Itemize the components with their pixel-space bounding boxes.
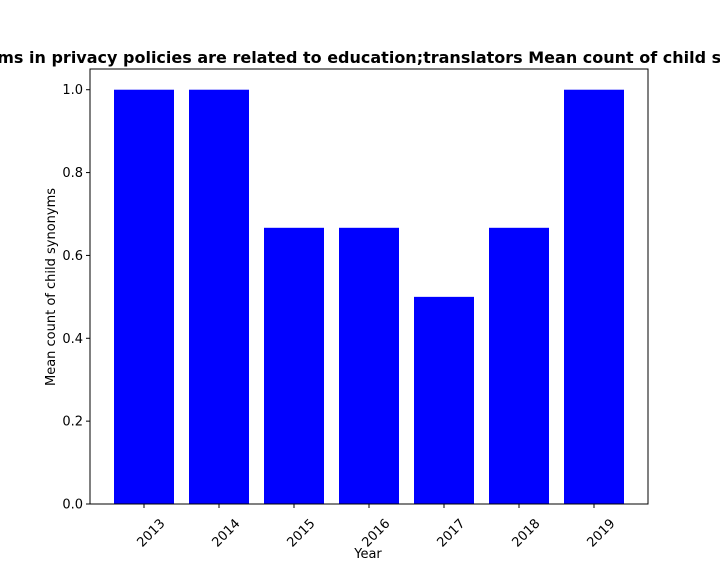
y-axis-label: Mean count of child synonyms [44,188,59,386]
chart-title: Mean count of child synonyms in privacy … [0,48,720,67]
y-tick-label: 0.2 [62,415,83,430]
x-tick-label: 2014 [209,516,243,550]
x-tick-label: 2019 [584,516,618,550]
x-tick-label: 2015 [284,516,318,550]
bar-2016 [339,227,399,505]
x-tick-label: 2018 [509,516,543,550]
bar-2018 [489,227,549,505]
bar-2017 [414,296,474,504]
y-tick-label: 0.0 [62,498,83,513]
bars-layer [114,89,624,505]
x-tick-label: 2017 [434,516,468,550]
bar-2014 [189,89,249,505]
bar-2015 [264,227,324,505]
y-tick-label: 0.6 [62,249,83,264]
x-tick-label: 2013 [134,516,168,550]
x-axis-label: Year [353,547,382,562]
y-tick-label: 0.8 [62,166,83,181]
y-tick-label: 0.4 [62,332,83,347]
bar-2019 [564,89,624,505]
y-tick-label: 1.0 [62,83,83,98]
x-tick-label: 2016 [359,516,393,550]
bar-2013 [114,89,174,505]
